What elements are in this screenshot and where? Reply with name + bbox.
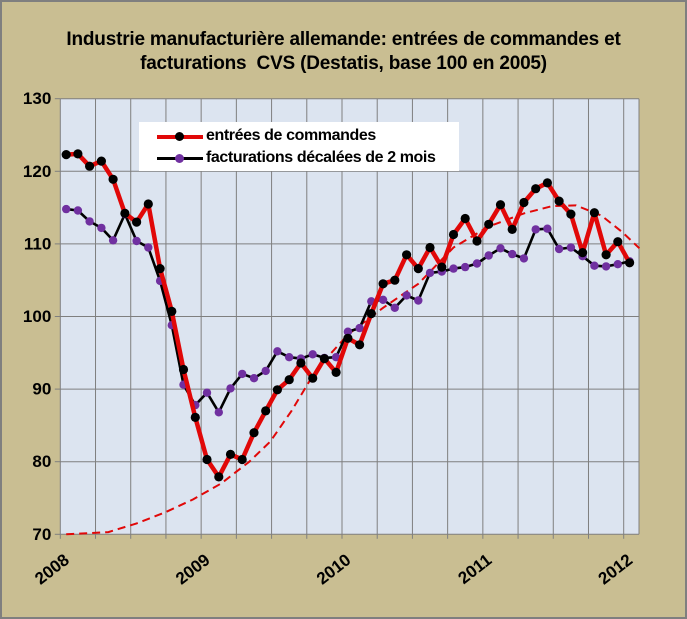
legend-entry-commandes: entrées de commandes <box>157 125 459 147</box>
y-tick-label: 100 <box>23 307 51 326</box>
y-tick-label: 70 <box>32 525 51 544</box>
y-tick-label: 80 <box>32 452 51 471</box>
legend-red-line-marker-icon <box>157 131 203 142</box>
chart-title-line2: facturations CVS (Destatis, base 100 en … <box>140 53 547 74</box>
x-axis-labels: 2008 2009 2010 2011 2012 <box>31 550 636 588</box>
y-tick-label: 110 <box>24 234 51 253</box>
legend-label-commandes: entrées de commandes <box>206 127 376 144</box>
chart-title: Industrie manufacturière allemande: entr… <box>2 28 685 76</box>
series-markers <box>61 204 634 417</box>
y-gridlines <box>54 98 639 535</box>
y-tick-label: 130 <box>23 89 51 108</box>
legend-label-facturations: facturations décalées de 2 mois <box>206 149 436 166</box>
legend-entry-facturations: facturations décalées de 2 mois <box>157 147 459 169</box>
x-tick-label: 2008 <box>31 550 73 588</box>
chart-legend: entrées de commandes facturations décalé… <box>139 122 459 171</box>
x-tick-label: 2009 <box>172 550 214 588</box>
y-axis-labels: 70 80 90 100 110 120 130 <box>23 89 51 544</box>
y-tick-label: 120 <box>23 162 51 181</box>
legend-black-line-purple-marker-icon <box>157 153 203 164</box>
x-tick-label: 2010 <box>313 550 355 588</box>
x-tick-label: 2011 <box>455 550 496 588</box>
series-markers <box>61 149 635 482</box>
x-tick-label: 2012 <box>595 550 637 588</box>
chart-title-line1: Industrie manufacturière allemande: entr… <box>66 29 621 50</box>
y-tick-label: 90 <box>32 380 51 399</box>
